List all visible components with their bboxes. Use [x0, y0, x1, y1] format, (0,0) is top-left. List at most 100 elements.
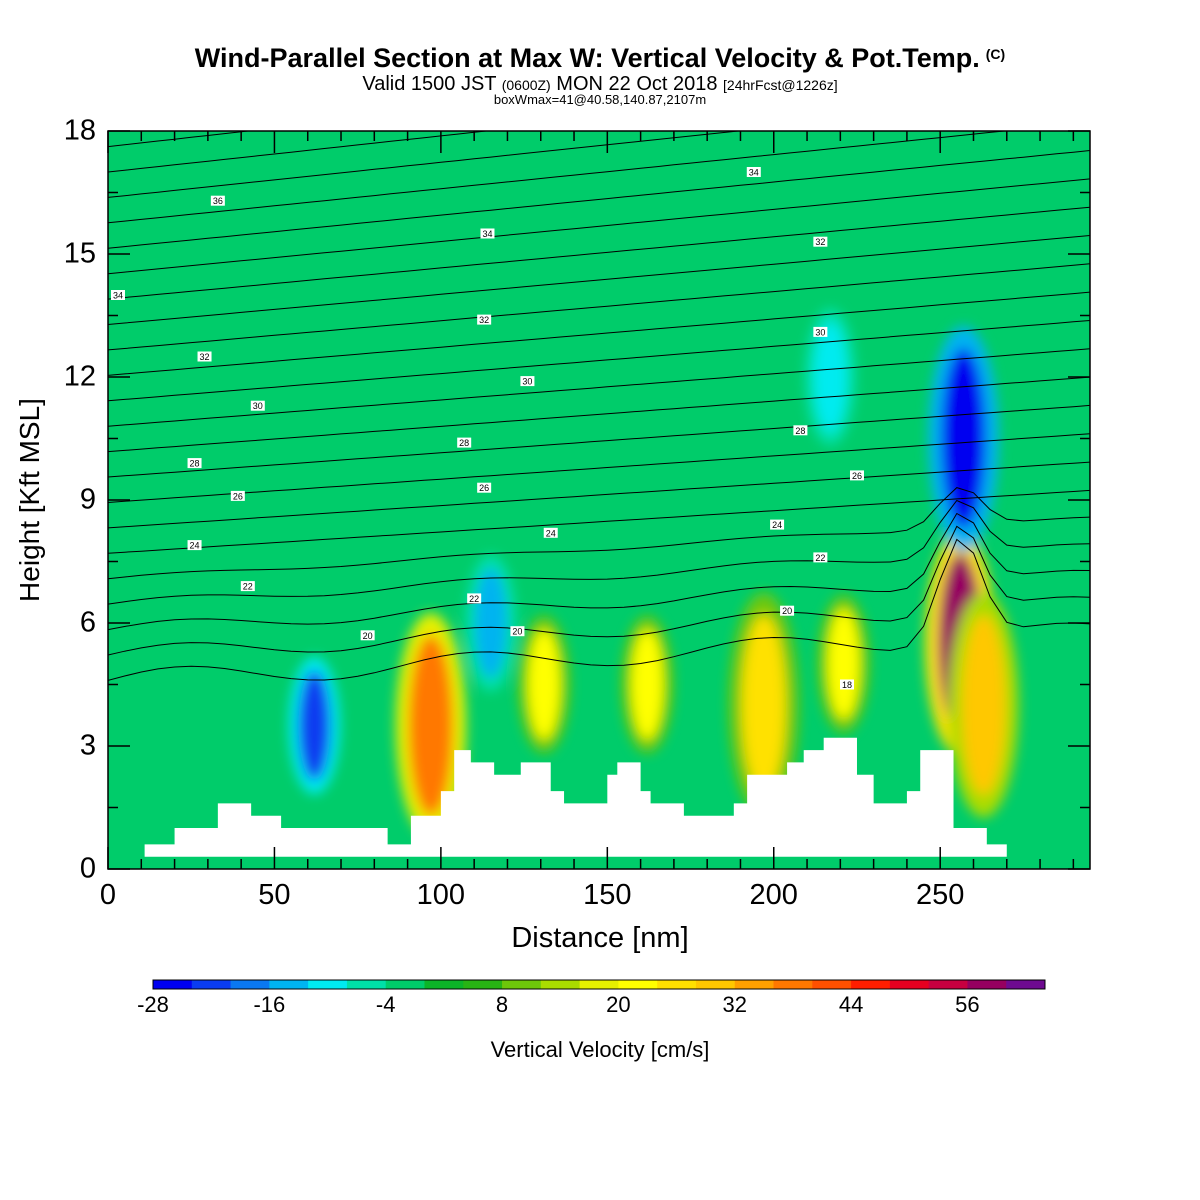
theta-line-12: [108, 291, 1090, 376]
theta-label-21: 26: [852, 471, 862, 481]
theta-label-10: 32: [479, 315, 489, 325]
w-core-8: [961, 615, 1006, 795]
colorbar-frame: [152, 979, 1046, 990]
colorbar-swatch: [695, 980, 736, 989]
theta-contours: [108, 131, 1090, 681]
theta-label-bg-20: [793, 425, 808, 436]
w-core-5: [741, 615, 786, 795]
theta-line-1: [108, 525, 1090, 656]
theta-label-4: 28: [190, 459, 200, 469]
theta-label-bg-25: [839, 679, 854, 690]
title-mark: (C): [985, 46, 1006, 62]
colorbar-swatch: [773, 980, 813, 989]
x-tick-label: 150: [583, 879, 632, 911]
theta-label-15: 22: [469, 594, 479, 604]
chart-title: Wind-Parallel Section at Max W: Vertical…: [194, 43, 1006, 73]
colorbar-swatch: [734, 980, 775, 989]
theta-label-8: 20: [363, 631, 373, 641]
theta-label-bg-24: [780, 605, 795, 616]
x-axis-title: Distance [nm]: [511, 922, 689, 954]
theta-line-6: [108, 461, 1090, 529]
theta-label-bg-1: [110, 290, 125, 300]
colorbar-tick-label: 20: [606, 992, 631, 1017]
theta-line-9: [108, 376, 1090, 453]
theta-label-bg-9: [480, 228, 495, 239]
theta-label-22: 24: [772, 520, 782, 530]
theta-label-bg-10: [477, 314, 492, 325]
w-core-3: [528, 629, 561, 740]
theta-line-17: [108, 150, 1090, 249]
theta-line-16: [108, 178, 1090, 275]
theta-line-5: [108, 489, 1090, 554]
colorbar-swatch: [928, 980, 968, 989]
colorbar-swatch: [502, 980, 542, 989]
y-tick-label: 18: [63, 114, 96, 147]
w-core-10: [814, 322, 847, 432]
valid-zulu: (0600Z): [501, 77, 551, 93]
valid-prefix: Valid 1500 JST: [362, 73, 497, 95]
colorbar-swatch: [153, 980, 193, 989]
theta-label-16: 20: [512, 627, 522, 637]
theta-label-bg-19: [813, 326, 828, 337]
theta-label-12: 28: [459, 438, 469, 448]
colorbar-swatch: [346, 980, 387, 989]
x-tick-label: 0: [99, 879, 117, 911]
theta-line-10: [108, 348, 1090, 427]
theta-label-13: 26: [479, 483, 489, 493]
x-tick-label: 200: [749, 879, 798, 911]
theta-label-3: 30: [253, 401, 263, 411]
theta-label-bg-21: [849, 470, 864, 481]
w-core-1: [408, 635, 453, 816]
colorbar-tick-label: 56: [955, 992, 980, 1017]
y-tick-label: 3: [79, 729, 96, 762]
forecast-info: [24hrFcst@1226z]: [723, 77, 838, 93]
theta-line-19: [108, 131, 743, 198]
w-core-2: [474, 568, 507, 678]
theta-label-bg-8: [360, 630, 375, 641]
colorbar-swatch: [1006, 980, 1046, 989]
colorbar-swatch: [540, 980, 581, 989]
colorbar-swatch: [191, 980, 232, 989]
colorbar: [152, 979, 1046, 990]
theta-line-14: [108, 235, 1090, 325]
colorbar-swatch: [618, 980, 658, 989]
colorbar-tick-label: -4: [375, 992, 396, 1017]
theta-line-3: [108, 499, 1090, 605]
theta-label-bg-15: [467, 593, 482, 604]
theta-line-13: [108, 263, 1090, 351]
w-core-6: [827, 609, 860, 719]
colorbar-title: Vertical Velocity [cm/s]: [490, 1037, 710, 1062]
colorbar-tick-label: 32: [722, 992, 747, 1017]
colorbar-swatch: [463, 980, 503, 989]
colorbar-swatch: [657, 980, 697, 989]
y-tick-label: 12: [63, 360, 96, 393]
theta-label-bg-12: [457, 437, 472, 448]
valid-date: MON 22 Oct 2018: [556, 73, 718, 95]
theta-label-14: 24: [546, 528, 556, 538]
theta-label-bg-6: [187, 540, 202, 551]
theta-label-7: 22: [243, 582, 253, 592]
theta-line-2: [108, 512, 1090, 631]
w-core-9: [941, 348, 986, 529]
theta-label-bg-7: [240, 581, 255, 592]
theta-label-5: 26: [233, 491, 243, 501]
theta-label-bg-13: [477, 482, 492, 493]
theta-line-11: [108, 320, 1090, 402]
colorbar-swatch: [424, 980, 464, 989]
x-tick-label: 250: [916, 879, 965, 911]
theta-line-21: [108, 131, 253, 148]
theta-label-bg-4: [187, 458, 202, 469]
theta-label-bg-16: [510, 626, 525, 637]
colorbar-tick-label: -16: [253, 992, 286, 1017]
y-tick-label: 0: [79, 852, 96, 885]
theta-label-2: 32: [200, 352, 210, 362]
theta-line-8: [108, 404, 1090, 478]
theta-label-25: 18: [842, 680, 852, 690]
y-tick-label: 6: [79, 606, 96, 639]
theta-label-23: 22: [815, 553, 825, 563]
theta-label-bg-0: [210, 195, 225, 206]
y-axis-title: Height [Kft MSL]: [14, 398, 45, 602]
velocity-background: [108, 131, 1090, 869]
colorbar-tick-label: 44: [838, 992, 864, 1017]
theta-label-18: 32: [815, 237, 825, 247]
